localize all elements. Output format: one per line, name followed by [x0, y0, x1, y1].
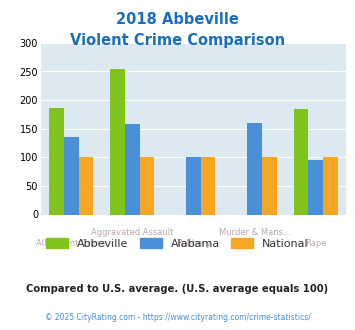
Text: All Violent Crime: All Violent Crime [36, 239, 106, 248]
Bar [110, 69, 125, 214]
Bar [140, 157, 154, 214]
Bar [308, 160, 323, 214]
Bar [262, 157, 277, 214]
Text: Compared to U.S. average. (U.S. average equals 100): Compared to U.S. average. (U.S. average … [26, 284, 329, 294]
Text: Aggravated Assault: Aggravated Assault [91, 228, 174, 237]
Bar [201, 157, 215, 214]
Bar [294, 109, 308, 214]
Bar [323, 157, 338, 214]
Text: Violent Crime Comparison: Violent Crime Comparison [70, 33, 285, 48]
Text: Murder & Mans...: Murder & Mans... [219, 228, 290, 237]
Bar [186, 157, 201, 214]
Bar [64, 137, 79, 214]
Legend: Abbeville, Alabama, National: Abbeville, Alabama, National [42, 234, 313, 253]
Bar [79, 157, 93, 214]
Bar [125, 124, 140, 214]
Bar [247, 123, 262, 214]
Text: Robbery: Robbery [176, 239, 211, 248]
Text: Rape: Rape [305, 239, 326, 248]
Text: 2018 Abbeville: 2018 Abbeville [116, 12, 239, 26]
Text: © 2025 CityRating.com - https://www.cityrating.com/crime-statistics/: © 2025 CityRating.com - https://www.city… [45, 313, 310, 322]
Bar [49, 108, 64, 214]
